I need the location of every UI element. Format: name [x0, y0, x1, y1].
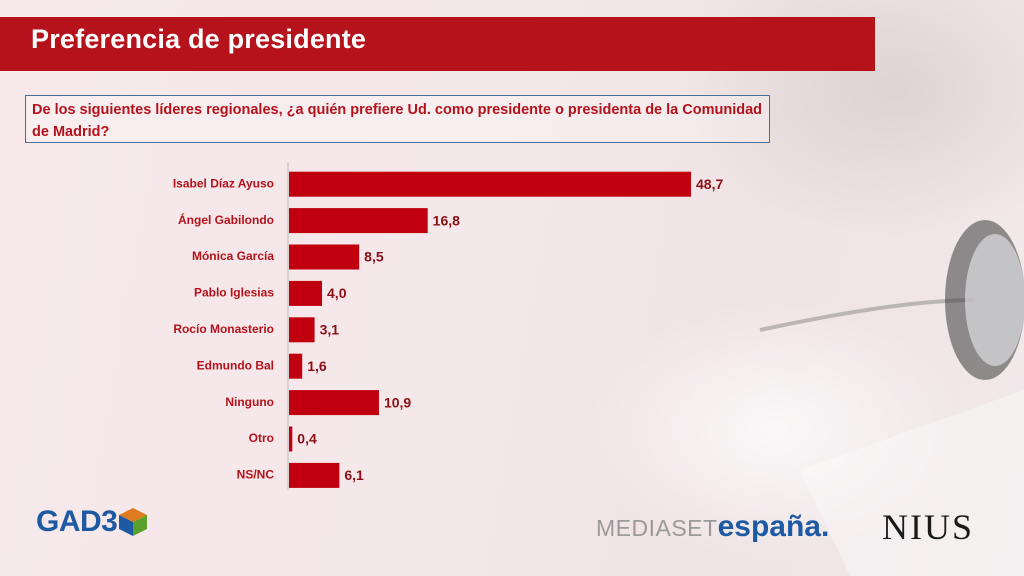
title-bar	[0, 17, 875, 71]
bar-value-label: 48,7	[696, 176, 723, 192]
bar	[289, 208, 428, 234]
category-label: Otro	[249, 431, 274, 445]
mediaset-logo-part1: MEDIASET	[596, 515, 718, 541]
bar-value-label: 10,9	[384, 394, 411, 410]
bar	[289, 353, 303, 379]
bar	[289, 462, 340, 488]
category-label: Isabel Díaz Ayuso	[173, 176, 274, 190]
background-blur-bottom	[584, 300, 964, 560]
mediaset-logo-part2: españa	[717, 510, 821, 543]
question-box: De los siguientes líderes regionales, ¿a…	[25, 95, 770, 143]
mediaset-dot: .	[820, 510, 830, 543]
bar-chart: Isabel Díaz Ayuso 48,7 Ángel Gabilondo 16,8…	[173, 162, 723, 490]
bar	[289, 317, 315, 343]
bar-value-label: 4,0	[327, 285, 347, 301]
category-label: Pablo Iglesias	[194, 286, 274, 300]
category-label: Rocío Monasterio	[173, 322, 274, 336]
mediaset-logo: MEDIASETespaña.	[596, 510, 829, 544]
bar-value-label: 8,5	[364, 249, 384, 265]
category-label: Edmundo Bal	[197, 358, 274, 372]
bar	[289, 171, 691, 197]
category-label: NS/NC	[237, 468, 275, 482]
bar-value-label: 1,6	[307, 358, 327, 374]
bar	[289, 426, 293, 452]
gad3-logo-text: GAD3	[36, 505, 118, 538]
nius-logo-text: NIUS	[882, 507, 975, 547]
bar-value-label: 0,4	[297, 431, 317, 447]
category-label: Ninguno	[225, 395, 274, 409]
nius-logo: NIUS	[882, 506, 974, 548]
gad3-logo: GAD3	[36, 505, 149, 539]
category-label: Mónica García	[192, 249, 274, 263]
bar	[289, 390, 379, 416]
bar	[289, 244, 360, 270]
bar-value-label: 3,1	[320, 322, 340, 338]
gad3-cube-icon	[119, 508, 148, 536]
bar-value-label: 6,1	[344, 467, 364, 483]
category-label: Ángel Gabilondo	[178, 212, 274, 227]
question-text: De los siguientes líderes regionales, ¿a…	[32, 102, 763, 140]
bar-value-label: 16,8	[433, 212, 460, 228]
page-title: Preferencia de presidente	[31, 24, 367, 54]
bar	[289, 280, 323, 306]
